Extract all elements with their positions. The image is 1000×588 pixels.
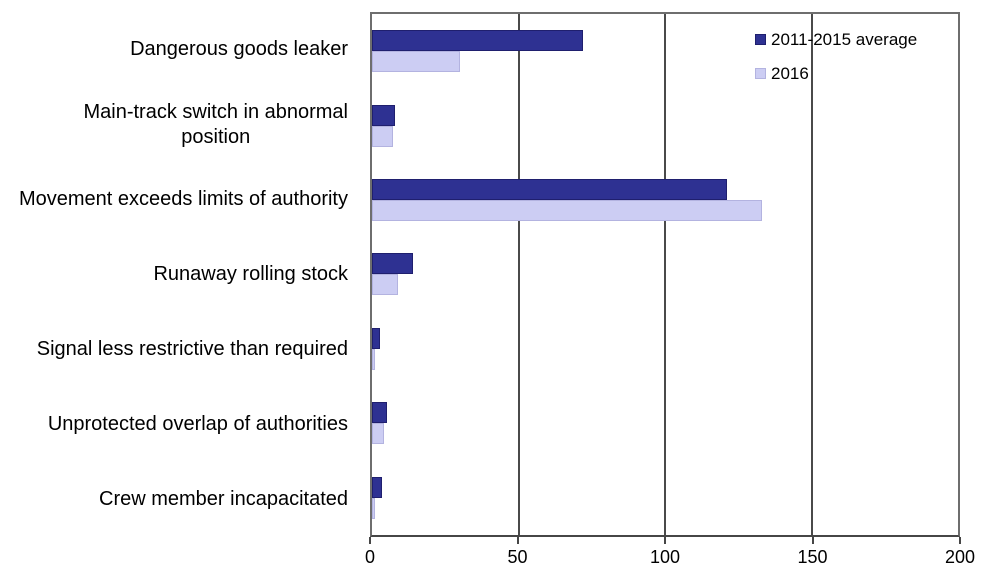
bar-2016-main-track-switch-in-abnormal [372, 125, 393, 147]
x-tick-label-100: 100 [649, 547, 681, 567]
category-label-dangerous-goods-leaker: Dangerous goods leaker [130, 38, 348, 60]
x-tick-label-0: 0 [364, 547, 376, 567]
x-tick-200 [959, 537, 961, 544]
category-label-main-track-switch-in-abnormal: Main-track switch in abnormal position [83, 100, 348, 148]
bar-2016-runaway-rolling-stock [372, 274, 399, 296]
legend-label-2016: 2016 [771, 63, 809, 83]
category-axis-labels: Dangerous goods leaker Main-track switch … [0, 12, 356, 537]
bar-2016-dangerous-goods-leaker [372, 51, 460, 73]
category-label-row: Signal less restrictive than required [0, 312, 356, 387]
legend-label-2011-2015-average: 2011-2015 average [771, 29, 918, 49]
gridline-50 [517, 14, 520, 535]
bar-group-unprotected-overlap-of-authorities [372, 386, 958, 460]
legend-swatch-2016 [755, 68, 766, 79]
legend-item-2016: 2016 [755, 63, 917, 84]
bar-group-runaway-rolling-stock [372, 237, 958, 311]
bar-group-dangerous-goods-leaker [372, 14, 958, 88]
category-label-movement-exceeds-limits-of-authority: Movement exceeds limits of authority [18, 188, 348, 210]
x-tick-label-150: 150 [797, 547, 828, 567]
category-label-row: Runaway rolling stock [0, 237, 356, 312]
x-tick-0 [369, 537, 371, 544]
category-label-unprotected-overlap-of-authorities: Unprotected overlap of authorities [47, 413, 348, 435]
bar-group-main-track-switch-in-abnormal [372, 88, 958, 162]
category-label-row: Main-track switch in abnormal position [0, 87, 356, 162]
x-tick-100 [664, 537, 666, 544]
bar-groups [372, 14, 958, 535]
category-label-signal-less-restrictive-than-required: Signal less restrictive than required [36, 338, 348, 360]
category-label-row: Movement exceeds limits of authority [0, 162, 356, 237]
bar-2011-2015-average-main-track-switch-in-abnormal [372, 104, 396, 126]
bar-2011-2015-average-signal-less-restrictive-than-required [372, 327, 380, 349]
bar-2011-2015-average-crew-member-incapacitated [372, 476, 382, 498]
legend-swatch-2011-2015-average [755, 34, 766, 45]
gridline-100 [664, 14, 666, 535]
plot-area: 2011-2015 average 2016 [370, 12, 960, 537]
bar-2011-2015-average-unprotected-overlap-of-authorities [372, 402, 387, 424]
category-label-crew-member-incapacitated: Crew member incapacitated [99, 488, 348, 510]
legend-item-2011-2015-average: 2011-2015 average [755, 29, 917, 50]
bar-2016-signal-less-restrictive-than-required [372, 348, 375, 370]
gridline-150 [810, 14, 813, 535]
bar-2016-crew-member-incapacitated [372, 497, 375, 519]
bar-2016-unprotected-overlap-of-authorities [372, 423, 384, 445]
x-tick-label-200: 200 [944, 547, 976, 567]
bar-group-crew-member-incapacitated [372, 461, 958, 535]
category-label-row: Dangerous goods leaker [0, 12, 356, 87]
x-tick-label-50: 50 [507, 547, 528, 567]
x-tick-150 [811, 537, 814, 544]
x-tick-50 [516, 537, 519, 544]
bar-2011-2015-average-movement-exceeds-limits-of-authority [372, 179, 727, 201]
bar-2011-2015-average-dangerous-goods-leaker [372, 30, 583, 52]
bar-2016-movement-exceeds-limits-of-authority [372, 200, 762, 222]
bar-group-signal-less-restrictive-than-required [372, 312, 958, 386]
legend: 2011-2015 average 2016 [755, 29, 917, 97]
category-label-row: Crew member incapacitated [0, 462, 356, 537]
bar-group-movement-exceeds-limits-of-authority [372, 163, 958, 237]
bar-2011-2015-average-runaway-rolling-stock [372, 253, 414, 275]
category-label-row: Unprotected overlap of authorities [0, 387, 356, 462]
category-label-runaway-rolling-stock: Runaway rolling stock [153, 263, 348, 285]
value-axis: 0 50 100 150 200 [365, 537, 975, 577]
